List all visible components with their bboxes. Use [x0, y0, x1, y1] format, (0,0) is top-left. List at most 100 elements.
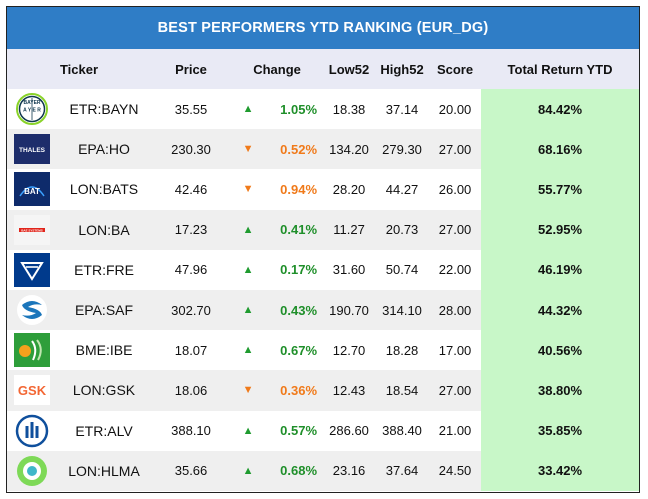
svg-text:GSK: GSK [18, 383, 47, 398]
price-cell: 388.10 [171, 423, 211, 439]
low52-cell: 190.70 [329, 302, 369, 318]
table-body: BAYERA Y E R ETR:BAYN 35.55 ▲ 1.05% 18.38 37.1… [7, 89, 640, 491]
low52-cell: 23.16 [332, 463, 366, 479]
arrow-up-icon: ▲ [242, 103, 254, 116]
score-cell: 26.00 [438, 181, 472, 197]
score-cell: 27.00 [438, 382, 472, 398]
ticker-cell[interactable]: ETR:BAYN [69, 101, 139, 118]
company-logo [7, 290, 57, 330]
high52-cell: 279.30 [382, 141, 422, 157]
change-cell: 0.52% [280, 141, 318, 157]
ticker-cell[interactable]: ETR:FRE [74, 261, 134, 278]
ranking-table: Ticker Price Change Low52 High52 Score T… [7, 49, 640, 491]
table-row[interactable]: ETR:FRE 47.96 ▲ 0.17% 31.60 50.74 22.00 46.19% [7, 249, 640, 290]
low52-cell: 12.43 [332, 382, 366, 398]
change-cell: 1.05% [280, 101, 318, 117]
bae-systems-logo-icon: BAE SYSTEMS [14, 213, 50, 247]
header-total-return[interactable]: Total Return YTD [481, 49, 640, 89]
high52-cell: 18.54 [385, 382, 419, 398]
company-logo: BAE SYSTEMS [7, 210, 57, 250]
company-logo [7, 451, 57, 491]
arrow-down-icon: ▼ [242, 183, 254, 196]
arrow-up-icon: ▲ [242, 223, 254, 236]
score-cell: 27.00 [438, 141, 472, 157]
header-ticker[interactable]: Ticker [59, 61, 99, 77]
price-cell: 17.23 [174, 222, 208, 238]
change-cell: 0.67% [280, 342, 318, 358]
svg-text:BAE SYSTEMS: BAE SYSTEMS [21, 228, 43, 232]
price-cell: 35.66 [174, 463, 208, 479]
arrow-down-icon: ▼ [242, 143, 254, 156]
header-low52[interactable]: Low52 [328, 61, 370, 77]
iberdrola-logo-icon [14, 333, 50, 368]
gsk-logo-icon: GSK [14, 373, 50, 407]
price-cell: 18.07 [174, 342, 208, 358]
high52-cell: 18.28 [385, 342, 419, 358]
company-logo [7, 411, 57, 451]
allianz-logo-icon [14, 414, 50, 448]
ticker-cell[interactable]: BME:IBE [75, 342, 133, 359]
low52-cell: 134.20 [329, 141, 369, 157]
change-cell: 0.41% [280, 222, 318, 238]
header-score[interactable]: Score [436, 61, 474, 77]
high52-cell: 20.73 [385, 222, 419, 238]
table-row[interactable]: GSK LON:GSK 18.06 ▼ 0.36% 12.43 18.54 27.00 38.8… [7, 370, 640, 411]
price-cell: 47.96 [174, 262, 208, 278]
ticker-cell[interactable]: LON:BA [78, 221, 130, 238]
total-return-cell: 55.77% [481, 169, 640, 210]
ticker-cell[interactable]: LON:HLMA [68, 462, 140, 479]
change-cell: 0.57% [280, 423, 318, 439]
svg-text:THALES: THALES [19, 147, 46, 154]
ticker-cell[interactable]: LON:GSK [72, 382, 136, 399]
table-row[interactable]: ETR:ALV 388.10 ▲ 0.57% 286.60 388.40 21.00 35.8… [7, 410, 640, 451]
arrow-up-icon: ▲ [242, 344, 254, 357]
low52-cell: 286.60 [329, 423, 369, 439]
score-cell: 28.00 [438, 302, 472, 318]
fresenius-logo-icon [14, 252, 50, 287]
low52-cell: 28.20 [332, 181, 366, 197]
low52-cell: 18.38 [332, 101, 366, 117]
change-cell: 0.68% [280, 463, 318, 479]
score-cell: 27.00 [438, 222, 472, 238]
header-high52[interactable]: High52 [380, 61, 424, 77]
score-cell: 22.00 [438, 262, 472, 278]
arrow-down-icon: ▼ [242, 384, 254, 397]
total-return-cell: 46.19% [481, 249, 640, 290]
price-cell: 302.70 [171, 302, 211, 318]
table-row[interactable]: THALES EPA:HO 230.30 ▼ 0.52% 134.20 279.30 27.0… [7, 129, 640, 170]
score-cell: 17.00 [438, 342, 472, 358]
ticker-cell[interactable]: LON:BATS [69, 181, 139, 198]
table-row[interactable]: LON:HLMA 35.66 ▲ 0.68% 23.16 37.64 24.50 33.42% [7, 450, 640, 491]
high52-cell: 50.74 [385, 262, 419, 278]
price-cell: 42.46 [174, 181, 208, 197]
total-return-cell: 84.42% [481, 89, 640, 130]
header-price[interactable]: Price [175, 61, 207, 77]
change-cell: 0.43% [280, 302, 318, 318]
arrow-up-icon: ▲ [242, 304, 254, 317]
low52-cell: 11.27 [333, 222, 365, 238]
ticker-cell[interactable]: EPA:HO [78, 141, 130, 158]
header-change[interactable]: Change [253, 61, 301, 77]
high52-cell: 388.40 [382, 423, 422, 439]
table-row[interactable]: BAYERA Y E R ETR:BAYN 35.55 ▲ 1.05% 18.38 37.1… [7, 89, 640, 130]
table-row[interactable]: BAE SYSTEMS LON:BA 17.23 ▲ 0.41% 11.27 20.73 27… [7, 209, 640, 250]
total-return-cell: 38.80% [481, 370, 640, 411]
change-cell: 0.36% [280, 382, 318, 398]
header-row: Ticker Price Change Low52 High52 Score T… [7, 49, 640, 89]
score-cell: 21.00 [438, 423, 472, 439]
arrow-up-icon: ▲ [242, 464, 254, 477]
ticker-cell[interactable]: EPA:SAF [74, 302, 134, 319]
high52-cell: 44.27 [385, 181, 419, 197]
ranking-panel: BEST PERFORMERS YTD RANKING (EUR_DG) Tic… [6, 6, 640, 493]
change-cell: 0.94% [280, 181, 318, 197]
table-row[interactable]: BAT LON:BATS 42.46 ▼ 0.94% 28.20 44.27 26.00 55.… [7, 169, 640, 210]
change-cell: 0.17% [280, 262, 318, 278]
table-row[interactable]: EPA:SAF 302.70 ▲ 0.43% 190.70 314.10 28.00 44.3… [7, 289, 640, 331]
table-row[interactable]: BME:IBE 18.07 ▲ 0.67% 12.70 18.28 17.00 40.56% [7, 330, 640, 371]
price-cell: 230.30 [171, 141, 211, 157]
price-cell: 18.06 [174, 382, 208, 398]
total-return-cell: 44.32% [481, 289, 640, 331]
score-cell: 24.50 [438, 463, 472, 479]
ticker-cell[interactable]: ETR:ALV [75, 422, 133, 439]
company-logo [7, 250, 57, 290]
